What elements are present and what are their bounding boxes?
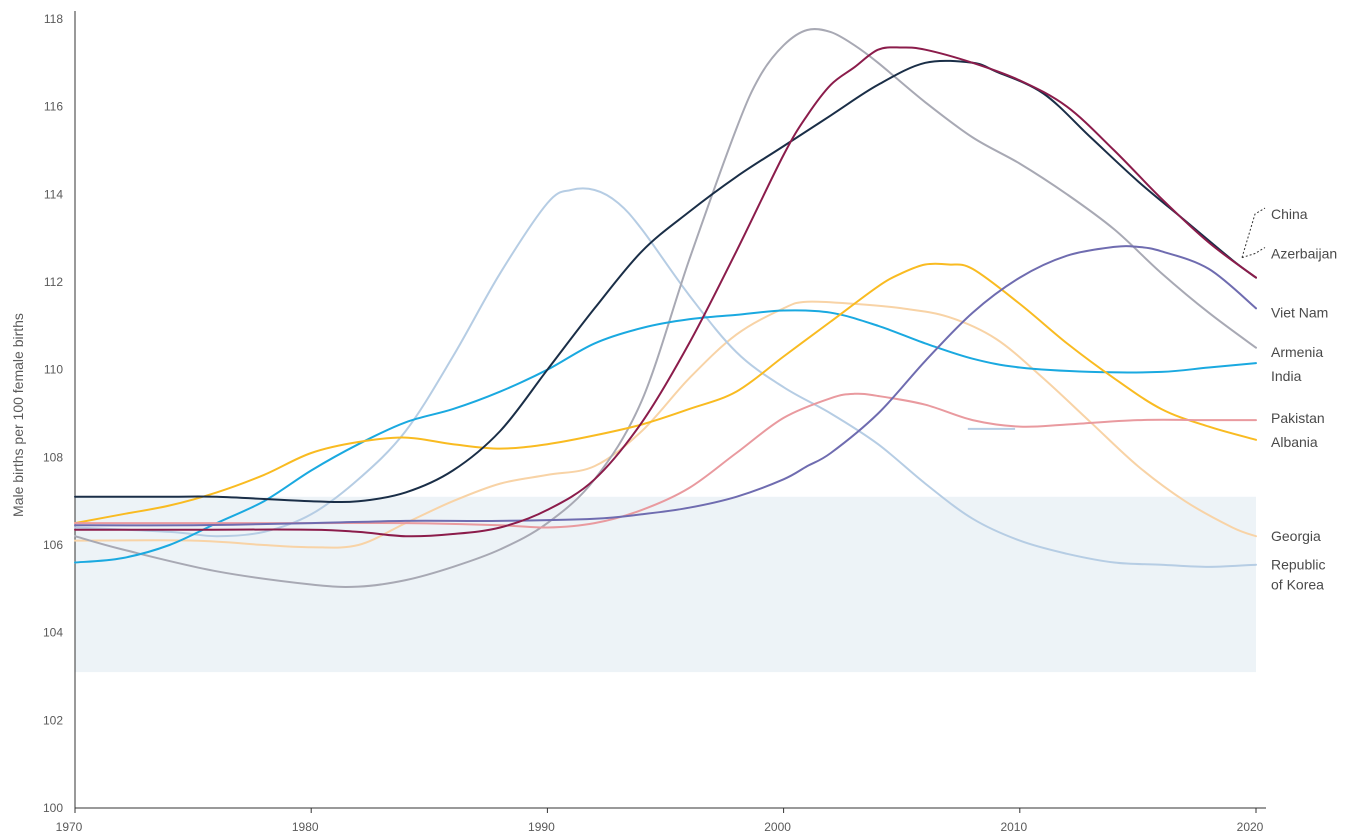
y-tick-label: 118 <box>44 12 63 26</box>
y-tick-label: 104 <box>43 626 63 640</box>
series-label-georgia: Georgia <box>1271 528 1321 544</box>
y-tick-label: 110 <box>44 363 63 377</box>
series-line-pakistan <box>74 392 1257 529</box>
series-line-albania <box>74 262 1257 525</box>
x-tick-label: 1990 <box>528 820 555 834</box>
y-tick-label: 102 <box>43 713 63 727</box>
series-label-india: India <box>1271 368 1302 384</box>
y-tick-label: 114 <box>44 187 63 201</box>
normal-range-band <box>75 496 1256 673</box>
series-label-layer: Georgia Republic of Korea Armenia India Alban… <box>1241 206 1337 593</box>
series-layer <box>74 28 1257 588</box>
series-label-azerbaijan: Azerbaijan <box>1271 246 1337 262</box>
x-tick-label: 1980 <box>292 820 319 834</box>
series-label-republic-of-korea: Republic of Korea <box>1271 557 1325 593</box>
series-label-pakistan: Pakistan <box>1271 410 1325 426</box>
axis-layer: 100 102 104 106 108 110 112 114 116 118 1970 1980 19… <box>43 11 1266 834</box>
x-tick-label: 2020 <box>1237 820 1264 834</box>
series-label-viet-nam: Viet Nam <box>1271 305 1328 321</box>
series-line-azerbaijan <box>74 46 1257 538</box>
series-line-china <box>74 59 1257 503</box>
leader-line-china <box>1241 207 1266 258</box>
x-tick-label: 1970 <box>56 820 83 834</box>
normal-range-band-layer <box>75 496 1256 673</box>
y-axis-title: Male births per 100 female births <box>10 313 26 517</box>
y-tick-label: 116 <box>44 100 63 114</box>
y-tick-label: 112 <box>44 275 63 289</box>
series-line-armenia <box>74 28 1257 588</box>
series-line-viet-nam <box>74 245 1257 527</box>
x-tick-label: 2000 <box>764 820 791 834</box>
y-tick-label: 100 <box>43 801 63 815</box>
series-label-albania: Albania <box>1271 434 1318 450</box>
y-tick-label: 106 <box>43 538 63 552</box>
series-line-india <box>74 309 1257 564</box>
x-tick-label: 2010 <box>1000 820 1027 834</box>
series-line-republic-of-korea <box>74 187 1257 568</box>
series-label-china: China <box>1271 206 1308 222</box>
y-tick-label: 108 <box>43 450 63 464</box>
series-label-armenia: Armenia <box>1271 344 1323 360</box>
leader-line-azerbaijan <box>1241 247 1266 259</box>
